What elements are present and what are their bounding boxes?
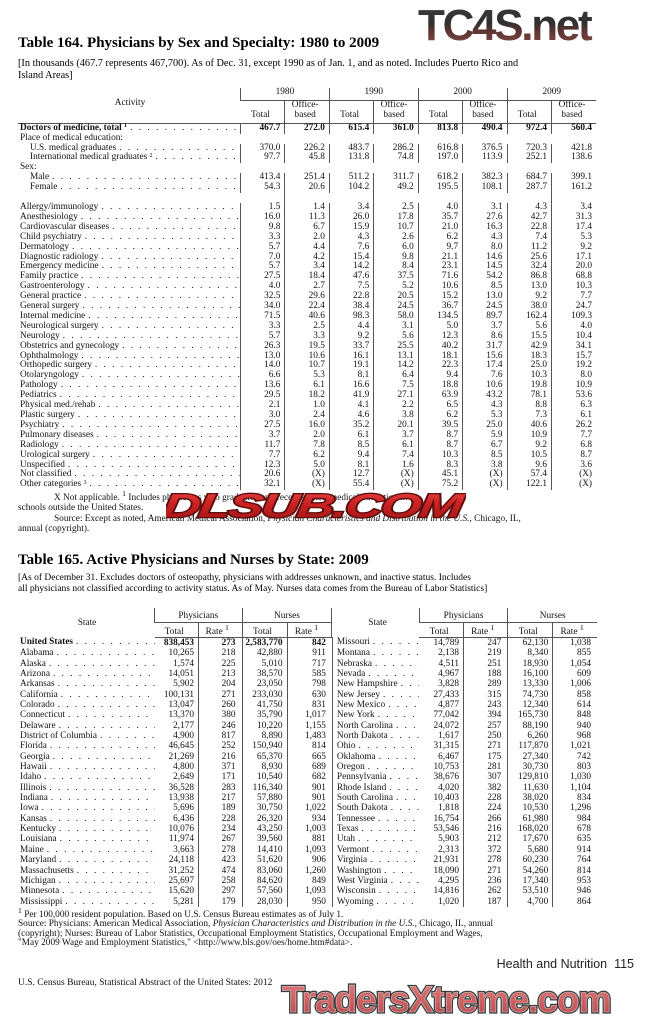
svg-text:DLSUB.COM: DLSUB.COM: [166, 488, 466, 525]
svg-text:TC4S.net: TC4S.net: [418, 1, 593, 49]
svg-text:TradersXtreme.com: TradersXtreme.com: [282, 979, 611, 1020]
